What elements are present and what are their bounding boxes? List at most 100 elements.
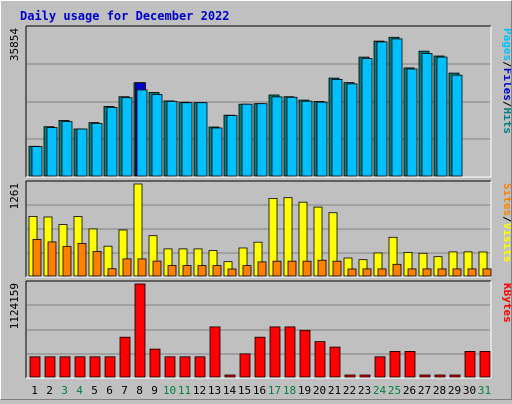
bar-pages-3	[61, 121, 73, 177]
x-tick-label-14: 14	[223, 384, 237, 397]
bar-pages-10	[166, 101, 178, 177]
x-tick-label-26: 26	[403, 384, 416, 397]
bar-pages-18	[286, 96, 298, 177]
bar-sites-14	[227, 268, 237, 277]
legend-entry: KBytes	[501, 283, 511, 323]
bar-sites-30	[467, 268, 477, 277]
bar-pages-12	[196, 102, 208, 177]
chart-title: Daily usage for December 2022	[20, 9, 230, 23]
x-tick-label-7: 7	[121, 384, 128, 397]
x-tick-label-22: 22	[343, 384, 356, 397]
bar-sites-13	[212, 265, 222, 277]
x-tick-label-19: 19	[298, 384, 311, 397]
bar-sites-15	[242, 265, 252, 277]
bar-kbytes-2	[44, 356, 56, 378]
x-tick-label-3: 3	[61, 384, 68, 397]
x-tick-label-1: 1	[31, 384, 38, 397]
bar-sites-29	[452, 268, 462, 277]
bar-kbytes-19	[299, 329, 311, 378]
bar-sites-12	[197, 265, 207, 277]
bar-pages-2	[46, 127, 58, 177]
legend-entry: Visits	[501, 223, 511, 263]
bar-pages-23	[361, 58, 373, 177]
bar-pages-26	[406, 68, 418, 177]
legend-entry: /	[501, 216, 511, 223]
bar-kbytes-3	[59, 356, 71, 378]
bar-pages-5	[91, 123, 103, 177]
bar-kbytes-20	[314, 341, 326, 378]
x-tick-label-8: 8	[136, 384, 143, 397]
bar-sites-21	[332, 260, 342, 277]
bar-kbytes-27	[419, 374, 431, 378]
bar-sites-9	[152, 260, 162, 277]
bar-pages-8	[136, 89, 148, 177]
legend-entry: Pages	[501, 28, 511, 61]
legend-entry: Hits	[501, 108, 511, 135]
bar-pages-17	[271, 96, 283, 177]
bar-kbytes-24	[374, 356, 386, 378]
bar-kbytes-9	[149, 348, 161, 378]
panel-visits-sites-legend: Sites/Visits	[501, 183, 511, 263]
bar-kbytes-8	[134, 283, 146, 378]
bar-sites-18	[287, 260, 297, 277]
x-tick-label-15: 15	[238, 384, 251, 397]
bar-sites-8	[137, 258, 147, 277]
bar-pages-16	[256, 103, 268, 177]
bar-sites-6	[107, 268, 117, 277]
bar-kbytes-17	[269, 326, 281, 378]
bar-sites-2	[47, 241, 57, 277]
bar-pages-9	[151, 94, 163, 177]
bar-kbytes-26	[404, 350, 416, 378]
x-tick-label-27: 27	[418, 384, 431, 397]
bar-kbytes-1	[29, 356, 41, 378]
bar-kbytes-13	[209, 326, 221, 378]
panel-hits-files-pages-ymax-label: 35854	[8, 28, 21, 61]
bar-pages-24	[376, 41, 388, 177]
x-tick-label-29: 29	[448, 384, 461, 397]
x-tick-label-28: 28	[433, 384, 446, 397]
x-tick-label-12: 12	[193, 384, 206, 397]
bar-kbytes-6	[104, 356, 116, 378]
x-tick-label-5: 5	[91, 384, 98, 397]
bar-pages-22	[346, 83, 358, 177]
bar-sites-27	[422, 268, 432, 277]
bar-pages-4	[76, 128, 88, 177]
bar-sites-25	[392, 263, 402, 277]
x-tick-label-24: 24	[373, 384, 387, 397]
bar-pages-20	[316, 101, 328, 177]
panel-kbytes-legend: KBytes	[501, 283, 511, 323]
bar-kbytes-7	[119, 336, 131, 378]
bar-kbytes-15	[239, 353, 251, 378]
x-tick-label-16: 16	[253, 384, 266, 397]
bar-sites-17	[272, 260, 282, 277]
bar-sites-28	[437, 268, 447, 277]
legend-entry: /	[501, 61, 511, 68]
legend-entry: /	[501, 101, 511, 108]
bar-pages-1	[31, 146, 43, 177]
x-tick-label-17: 17	[268, 384, 281, 397]
bar-kbytes-12	[194, 356, 206, 378]
x-tick-label-6: 6	[106, 384, 113, 397]
x-tick-label-18: 18	[283, 384, 296, 397]
bar-sites-10	[167, 265, 177, 277]
bar-pages-14	[226, 115, 238, 177]
bar-pages-19	[301, 100, 313, 177]
panel-hits-files-pages-legend: Pages/Files/Hits	[501, 28, 511, 134]
bar-pages-29	[451, 74, 463, 177]
bar-kbytes-22	[344, 374, 356, 378]
bar-sites-1	[32, 238, 42, 277]
bar-sites-31	[482, 268, 492, 277]
bar-pages-6	[106, 107, 118, 177]
bar-pages-28	[436, 56, 448, 177]
bar-kbytes-5	[89, 356, 101, 378]
bar-sites-24	[377, 268, 387, 277]
bar-kbytes-31	[479, 350, 491, 378]
bar-sites-3	[62, 246, 72, 277]
bar-kbytes-14	[224, 374, 236, 378]
bar-kbytes-16	[254, 336, 266, 378]
bar-sites-26	[407, 268, 417, 277]
bar-pages-11	[181, 102, 193, 177]
bar-kbytes-10	[164, 356, 176, 378]
bar-sites-5	[92, 251, 102, 277]
